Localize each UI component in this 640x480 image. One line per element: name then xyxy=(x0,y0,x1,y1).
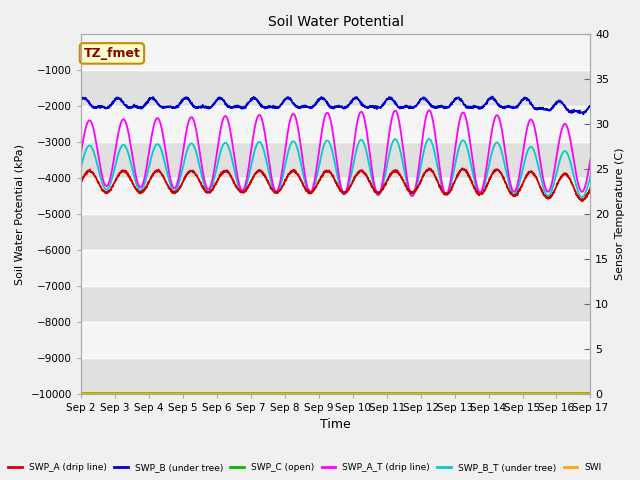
Bar xyxy=(81,178,591,214)
Legend: SWP_A (drip line), SWP_B (under tree), SWP_C (open), SWP_A_T (drip line), SWP_B_: SWP_A (drip line), SWP_B (under tree), S… xyxy=(4,459,605,476)
Bar xyxy=(81,214,591,250)
Text: TZ_fmet: TZ_fmet xyxy=(83,47,140,60)
Bar xyxy=(81,142,591,178)
Bar xyxy=(81,358,591,394)
Y-axis label: Soil Water Potential (kPa): Soil Water Potential (kPa) xyxy=(15,144,25,285)
Bar xyxy=(81,286,591,322)
Title: Soil Water Potential: Soil Water Potential xyxy=(268,15,404,29)
Y-axis label: Sensor Temperature (C): Sensor Temperature (C) xyxy=(615,148,625,280)
Bar xyxy=(81,322,591,358)
Bar xyxy=(81,106,591,142)
Bar xyxy=(81,70,591,106)
Bar xyxy=(81,250,591,286)
Bar xyxy=(81,35,591,70)
X-axis label: Time: Time xyxy=(321,419,351,432)
